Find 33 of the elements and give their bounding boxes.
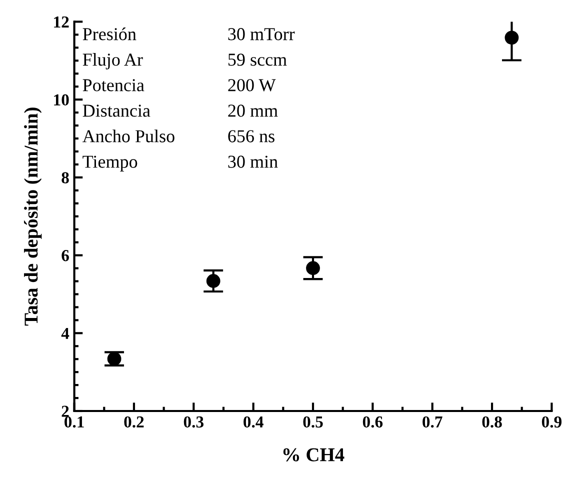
y-tick-label: 10 [54, 94, 69, 106]
annotation: 656 ns [228, 130, 274, 142]
x-tick-label: 0.9 [542, 416, 562, 428]
annotation: 59 sccm [228, 54, 287, 66]
x-tick-label: 0.6 [362, 416, 383, 428]
x-tick-label: 0.3 [184, 416, 204, 428]
annotation: Presión [82, 28, 136, 40]
point [504, 30, 519, 45]
x-tick-label: 0.4 [244, 416, 264, 428]
x-tick-label: 0.1 [64, 416, 84, 428]
y-tick-label: 8 [62, 172, 69, 184]
point [206, 274, 220, 288]
y-tick-label: 12 [54, 16, 69, 28]
annotation: Flujo Ar [82, 53, 143, 70]
annotation: 30 min [228, 156, 278, 168]
y-tick-label: 6 [62, 250, 69, 262]
annotation: Potencia [82, 79, 144, 92]
x-tick-label: 0.8 [482, 416, 502, 428]
y-axis-title: Tasa de depósito (nm/min) [24, 108, 42, 326]
x-tick-label: 0.7 [422, 416, 442, 428]
annotation: 200 W [228, 79, 276, 92]
point [107, 352, 122, 366]
annotation: Distancia [82, 104, 150, 117]
x-axis-title: % CH4 [283, 448, 344, 462]
annotation: 30 mTorr [228, 28, 295, 40]
annotation: Ancho Pulso [82, 130, 174, 142]
y-tick-label: 4 [61, 328, 70, 339]
point [306, 261, 320, 276]
x-tick-label: 0.2 [124, 416, 144, 428]
annotation: Tiempo [82, 156, 138, 172]
y-tick-label: 2 [62, 406, 69, 417]
annotation: 20 mm [228, 104, 278, 117]
x-tick-label: 0.5 [303, 416, 323, 428]
